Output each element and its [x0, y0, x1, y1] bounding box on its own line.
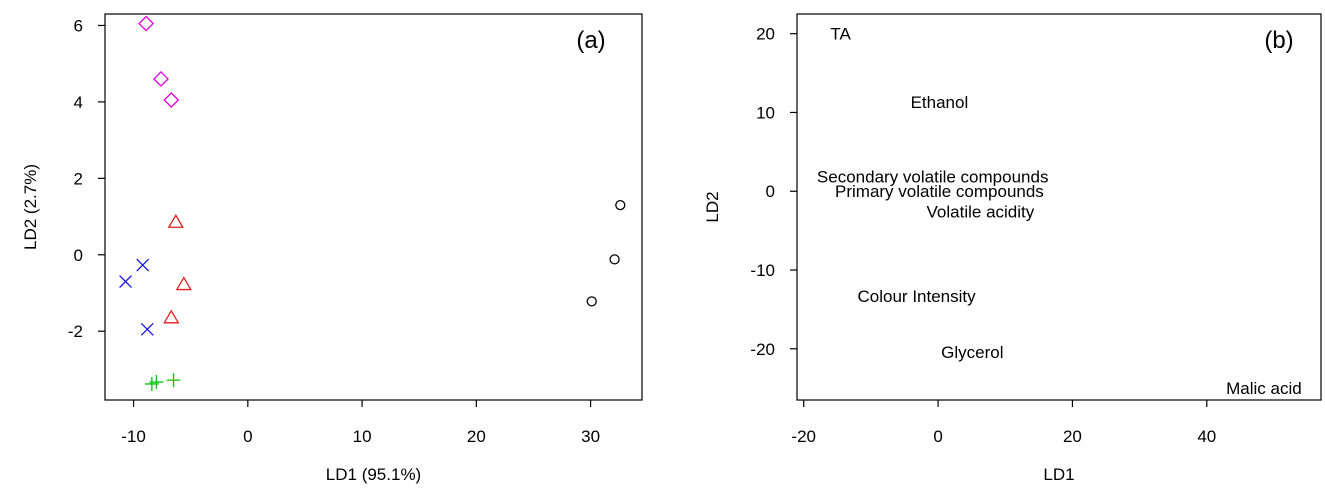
- plot-frame: [104, 13, 643, 401]
- variable-label: TA: [830, 25, 851, 44]
- x-tick-label: 0: [243, 427, 252, 446]
- y-axis-label: LD2 (2.7%): [21, 164, 40, 250]
- cross-marker: [136, 258, 150, 272]
- circle-marker: [609, 254, 620, 265]
- circle-marker: [615, 199, 626, 211]
- panel-label: (b): [1264, 27, 1293, 54]
- y-tick-label: -20: [750, 340, 775, 359]
- diamond-marker: [138, 15, 155, 32]
- x-tick-label: -20: [791, 427, 816, 446]
- y-tick-label: -2: [68, 322, 83, 341]
- cross-marker: [119, 275, 133, 288]
- y-tick-label: 2: [74, 169, 83, 188]
- x-tick-label: 10: [353, 427, 372, 446]
- x-tick-label: 20: [467, 427, 486, 446]
- panel-b: (b) LD1 LD2 -20 0 20 40 -20 -10 0 10 20 TA Ethano…: [703, 13, 1322, 484]
- variable-label: Glycerol: [941, 343, 1003, 362]
- plot-frame: [796, 13, 1322, 401]
- data-points: [119, 15, 626, 391]
- diamond-marker: [163, 92, 180, 108]
- axes: -10 0 10 20 30 -2 0 2 4 6: [68, 16, 600, 446]
- y-tick-label: -10: [750, 261, 775, 280]
- plus-marker: [166, 373, 181, 388]
- diamond-marker: [153, 71, 169, 87]
- plus-marker: [149, 375, 164, 390]
- variable-label: Colour Intensity: [858, 287, 977, 306]
- y-tick-label: 0: [766, 182, 775, 201]
- triangle-marker: [163, 309, 180, 324]
- x-axis-label: LD1: [1043, 465, 1074, 484]
- y-tick-label: 4: [74, 93, 83, 112]
- y-tick-label: 10: [756, 103, 775, 122]
- y-axis-label: LD2: [703, 191, 722, 222]
- y-tick-label: 0: [74, 246, 83, 265]
- x-tick-label: 20: [1063, 427, 1082, 446]
- panel-label: (a): [576, 27, 605, 54]
- variable-label: Ethanol: [911, 93, 969, 112]
- variable-label: Malic acid: [1226, 379, 1302, 398]
- axes: -20 0 20 40 -20 -10 0 10 20: [750, 25, 1216, 446]
- y-tick-label: 20: [756, 25, 775, 44]
- cross-marker: [140, 322, 154, 336]
- variable-labels: TA Ethanol Secondary volatile compoundsPri…: [817, 25, 1302, 398]
- variable-label: Primary volatile compounds: [835, 182, 1044, 201]
- variable-label: Volatile acidity: [927, 203, 1035, 222]
- x-tick-label: 0: [933, 427, 942, 446]
- triangle-marker: [175, 276, 192, 291]
- y-tick-label: 6: [74, 16, 83, 35]
- circle-marker: [586, 296, 597, 307]
- panel-a: (a) LD1 (95.1%) LD2 (2.7%) -10 0 10 20 30 -2 0…: [21, 13, 643, 484]
- variable-label: Secondary volatile compounds: [817, 167, 1049, 186]
- x-axis-label: LD1 (95.1%): [326, 465, 421, 484]
- x-tick-label: 30: [581, 427, 600, 446]
- triangle-marker: [167, 213, 184, 228]
- x-tick-label: 40: [1197, 427, 1216, 446]
- x-tick-label: -10: [121, 427, 146, 446]
